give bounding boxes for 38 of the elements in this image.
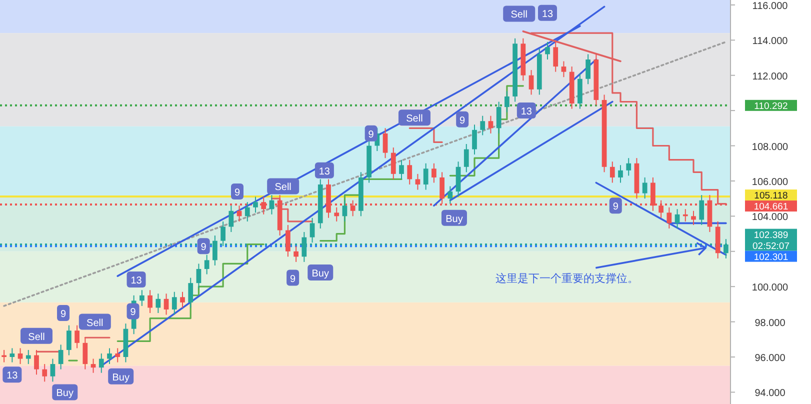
annotation: Buy <box>312 268 330 280</box>
ref-line-label: 102.389 02:52:07 <box>752 230 790 252</box>
annotation: 9 <box>290 274 296 285</box>
annotation: Sell <box>274 182 292 194</box>
y-tick-label: 100.000 <box>752 282 789 294</box>
annotation: Sell <box>406 114 423 125</box>
annotation: 13 <box>542 8 554 20</box>
annotation: Sell <box>86 318 104 329</box>
y-tick-label: 106.000 <box>752 176 789 188</box>
annotation: 9 <box>130 307 136 318</box>
ref-line-label: 104.661 <box>754 202 788 213</box>
y-tick-label: 112.000 <box>752 71 788 82</box>
y-tick-label: 114.000 <box>752 36 788 48</box>
annotation: 9 <box>368 129 374 140</box>
y-tick-label: 96.000 <box>754 353 786 364</box>
annotation: 13 <box>6 370 18 382</box>
y-tick-label: 108.000 <box>752 142 789 153</box>
annotation: Buy <box>112 372 130 384</box>
ref-line-label: 102.301 <box>754 252 788 263</box>
annotation: 13 <box>318 166 330 178</box>
annotation: 9 <box>200 242 207 254</box>
ref-line-label: 110.292 <box>754 100 788 112</box>
annotation: Sell <box>510 10 528 21</box>
annotation: Buy <box>446 214 463 225</box>
y-tick-label: 98.000 <box>754 318 786 329</box>
ref-line-label: 105.118 <box>754 190 788 202</box>
y-tick-label: 116.000 <box>752 0 788 12</box>
annotation: 9 <box>612 202 619 213</box>
annotation: 13 <box>130 276 142 287</box>
y-tick-label: 104.000 <box>752 212 789 224</box>
annotation: Sell <box>28 332 45 343</box>
annotation: Buy <box>56 388 74 400</box>
y-tick-label: 94.000 <box>754 388 786 400</box>
annotation: 9 <box>460 115 466 126</box>
annotation: 9 <box>60 308 66 320</box>
annotation: 13 <box>520 106 532 118</box>
annotation: 这里是下一个重要的支撑位。 <box>496 272 639 285</box>
annotation: 9 <box>234 188 240 199</box>
